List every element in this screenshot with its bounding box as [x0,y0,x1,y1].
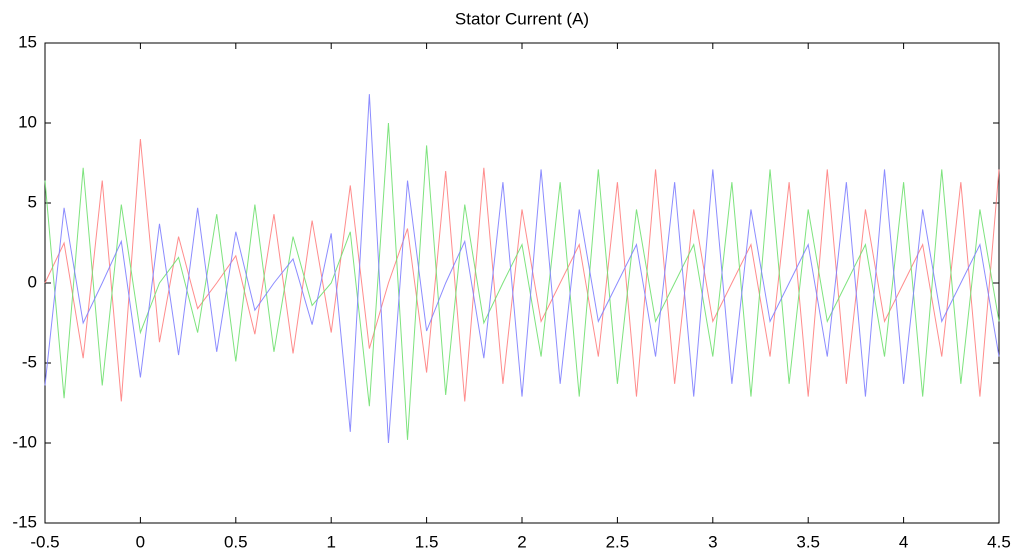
x-tick-label: 3 [708,532,717,551]
y-tick-label: 10 [18,112,37,131]
x-tick-label: 4.5 [987,532,1011,551]
x-tick-label: 1 [326,532,335,551]
y-tick-label: -10 [12,432,37,451]
x-tick-label: 1.5 [415,532,439,551]
y-tick-label: 5 [28,192,37,211]
y-tick-label: 15 [18,32,37,51]
x-tick-label: 2.5 [606,532,630,551]
x-tick-label: 2 [517,532,526,551]
x-tick-label: 0.5 [224,532,248,551]
x-tick-label: -0.5 [30,532,59,551]
series-line [44,122,1000,440]
chart-title: Stator Current (A) [455,9,589,28]
y-tick-label: 0 [28,272,37,291]
x-tick-label: 0 [136,532,145,551]
series-line [44,94,1000,444]
x-tick-label: 4 [899,532,908,551]
x-tick-label: 3.5 [796,532,820,551]
y-tick-label: -5 [22,352,37,371]
y-tick-label: -15 [12,512,37,531]
series-line [44,138,1000,402]
